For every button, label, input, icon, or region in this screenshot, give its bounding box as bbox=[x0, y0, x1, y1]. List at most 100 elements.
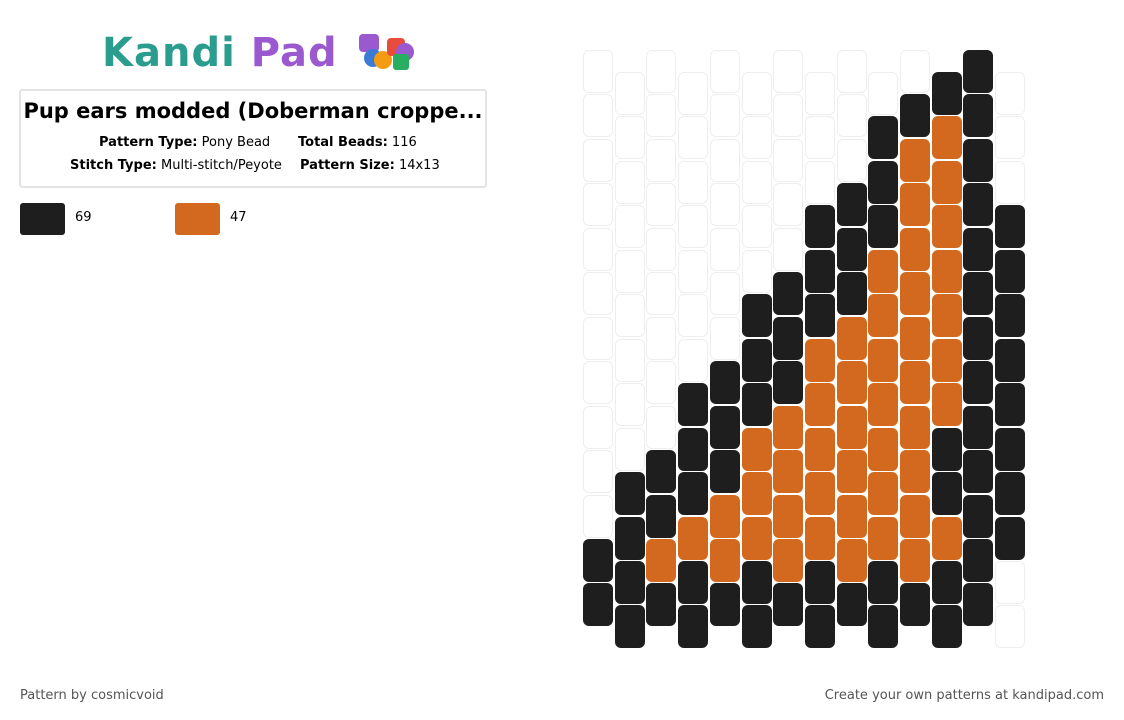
detail: Pattern Type: Pony Bead bbox=[99, 135, 270, 150]
bead bbox=[709, 361, 740, 405]
bead bbox=[646, 494, 677, 538]
detail: Total Beads: 116 bbox=[298, 135, 417, 150]
bead bbox=[804, 205, 835, 249]
bead bbox=[900, 272, 930, 316]
bead bbox=[963, 316, 994, 360]
footer-link[interactable]: Create your own patterns at kandipad.com bbox=[824, 688, 1104, 703]
logo-icon bbox=[358, 34, 414, 70]
bead bbox=[836, 405, 867, 449]
bead bbox=[931, 249, 962, 293]
bead bbox=[741, 116, 772, 160]
bead bbox=[995, 516, 1026, 560]
bead bbox=[900, 450, 930, 494]
bead bbox=[836, 183, 867, 227]
detail-label: Pattern Type: bbox=[99, 135, 198, 150]
bead bbox=[773, 227, 804, 271]
bead bbox=[741, 516, 772, 560]
bead bbox=[804, 72, 835, 115]
bead bbox=[614, 249, 645, 293]
count: 47 bbox=[230, 210, 247, 225]
bead bbox=[804, 383, 835, 427]
bead bbox=[709, 494, 740, 538]
bead bbox=[583, 272, 613, 316]
bead bbox=[836, 227, 867, 271]
bead bbox=[614, 205, 645, 249]
bead bbox=[963, 538, 994, 582]
bead bbox=[614, 472, 645, 516]
bead bbox=[709, 316, 740, 360]
bead bbox=[995, 338, 1026, 382]
logo-part: Kandi bbox=[102, 30, 236, 76]
bead bbox=[709, 272, 740, 316]
detail: Pattern Size: 14x13 bbox=[300, 158, 440, 173]
bead bbox=[836, 316, 867, 360]
bead bbox=[804, 560, 835, 604]
info-box: Pup ears modded (Doberman croppe... Patt… bbox=[19, 89, 487, 188]
bead bbox=[868, 560, 899, 604]
bead bbox=[836, 583, 867, 627]
bead bbox=[646, 50, 677, 93]
bead bbox=[583, 138, 613, 182]
bead bbox=[804, 249, 835, 293]
bead bbox=[995, 560, 1026, 604]
bead bbox=[646, 316, 677, 360]
bead bbox=[614, 338, 645, 382]
bead bbox=[614, 160, 645, 204]
bead bbox=[836, 494, 867, 538]
bead bbox=[709, 50, 740, 93]
title: Pup ears modded (Doberman croppe... bbox=[23, 99, 483, 123]
bead bbox=[931, 472, 962, 516]
bead bbox=[868, 605, 899, 649]
bead bbox=[773, 450, 804, 494]
bead bbox=[583, 227, 613, 271]
swatch bbox=[175, 203, 220, 235]
bead bbox=[646, 538, 677, 582]
bead bbox=[614, 72, 645, 115]
bead bbox=[678, 383, 709, 427]
swatch bbox=[20, 203, 65, 235]
bead bbox=[995, 205, 1026, 249]
bead bbox=[678, 605, 709, 649]
bead bbox=[678, 249, 709, 293]
bead bbox=[741, 160, 772, 204]
bead bbox=[614, 383, 645, 427]
bead bbox=[963, 272, 994, 316]
bead bbox=[963, 138, 994, 182]
bead bbox=[995, 427, 1026, 471]
bead bbox=[709, 183, 740, 227]
bead bbox=[931, 205, 962, 249]
bead bbox=[963, 405, 994, 449]
bead bbox=[995, 294, 1026, 338]
bead bbox=[614, 605, 645, 649]
bead bbox=[646, 450, 677, 494]
bead bbox=[741, 205, 772, 249]
bead bbox=[773, 183, 804, 227]
bead bbox=[836, 361, 867, 405]
bead bbox=[868, 383, 899, 427]
bead bbox=[963, 450, 994, 494]
bead bbox=[836, 50, 867, 93]
bead bbox=[646, 361, 677, 405]
bead bbox=[931, 605, 962, 649]
bead bbox=[868, 205, 899, 249]
detail-label: Total Beads: bbox=[298, 135, 388, 150]
bead bbox=[773, 538, 804, 582]
bead bbox=[868, 116, 899, 160]
bead bbox=[646, 272, 677, 316]
bead bbox=[963, 494, 994, 538]
bead bbox=[773, 361, 804, 405]
bead bbox=[741, 294, 772, 338]
bead bbox=[900, 361, 930, 405]
bead bbox=[583, 361, 613, 405]
bead bbox=[709, 405, 740, 449]
bead bbox=[709, 583, 740, 627]
bead bbox=[963, 183, 994, 227]
bead bbox=[804, 516, 835, 560]
bead bbox=[614, 427, 645, 471]
bead bbox=[900, 227, 930, 271]
bead bbox=[804, 472, 835, 516]
bead bbox=[709, 450, 740, 494]
bead bbox=[931, 516, 962, 560]
detail: Stitch Type: Multi-stitch/Peyote bbox=[70, 158, 282, 173]
